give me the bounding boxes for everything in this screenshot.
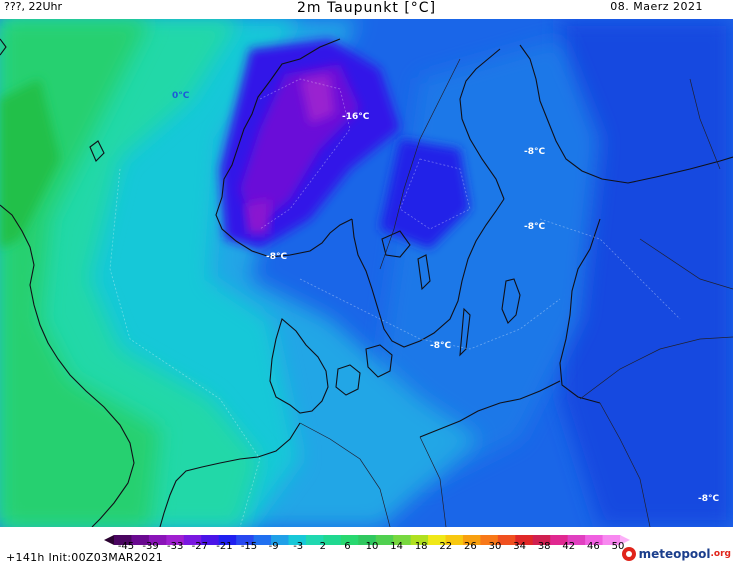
isotherm-label: -8°C [266, 252, 288, 262]
scale-tick-label: 14 [390, 541, 403, 552]
scale-tick-label: -27 [191, 541, 208, 552]
map-title: 2m Taupunkt [°C] [296, 0, 437, 16]
scale-tick-label: 50 [611, 541, 625, 552]
scale-swatch [218, 535, 237, 545]
isotherm-label: -8°C [430, 341, 452, 351]
scale-swatch [340, 535, 359, 545]
valid-time: ???, 22Uhr [4, 0, 63, 13]
coastlines [0, 38, 733, 527]
scale-swatch [183, 535, 202, 545]
scale-tick-label: 26 [464, 541, 477, 552]
color-scale [104, 530, 630, 545]
scale-swatch [445, 535, 464, 545]
scale-swatch [288, 535, 307, 545]
scale-swatch [410, 535, 429, 545]
isotherm-label: -8°C [524, 147, 546, 157]
scale-swatch [305, 535, 324, 545]
scale-swatch [532, 535, 551, 545]
scale-arrow-low [104, 535, 114, 545]
valid-date: 08. Maerz 2021 [610, 0, 703, 13]
scale-swatch [585, 535, 604, 545]
scale-swatch [323, 535, 342, 545]
map-canvas [0, 19, 733, 527]
scale-swatch [393, 535, 412, 545]
scale-swatch [375, 535, 394, 545]
scale-arrow-high [620, 535, 630, 545]
isotherm-label: 0°C [172, 91, 190, 101]
isotherm-label: -8°C [698, 494, 720, 504]
scale-swatch [166, 535, 185, 545]
scale-swatch [131, 535, 150, 545]
scale-tick-label: -33 [167, 541, 184, 552]
color-scale-ticks: -45 -39 -33 -27 -21 -15 -9 -3 2 6 10 14 18 22 26 30 34 38… [104, 541, 630, 553]
scale-swatch [358, 535, 377, 545]
scale-tick-label: 38 [537, 541, 551, 552]
color-scale-svg [104, 535, 630, 545]
isolines [109, 78, 681, 527]
dewpoint-map[interactable]: 0°C -16°C -8°C -8°C -8°C -8°C -8°C [0, 19, 733, 527]
scale-swatch [148, 535, 167, 545]
scale-swatch [515, 535, 534, 545]
meteopool-logo-icon [621, 547, 636, 561]
scale-swatch [253, 535, 272, 545]
brand-name: meteopool [638, 547, 711, 561]
scale-tick-label: 2 [319, 541, 326, 552]
scale-tick-label: 42 [562, 541, 576, 552]
scale-tick-label: -21 [216, 541, 233, 552]
scale-tick-label: 34 [513, 541, 526, 552]
scale-tick-label: 46 [587, 541, 600, 552]
brand-logo[interactable]: meteopool .org [621, 547, 731, 561]
scale-swatch [497, 535, 516, 545]
scale-tick-label: 22 [439, 541, 453, 552]
scale-tick-label: 6 [344, 541, 351, 552]
scale-tick-label: -39 [142, 541, 159, 552]
footer-bar: -45 -39 -33 -27 -21 -15 -9 -3 2 6 10 14 18 22 26 30 34 38… [0, 527, 733, 566]
borders [299, 58, 733, 527]
header-bar: ???, 22Uhr 2m Taupunkt [°C] 08. Maerz 20… [0, 0, 733, 20]
scale-tick-label: 10 [365, 541, 379, 552]
scale-tick-label: -15 [240, 541, 258, 552]
isotherm-label: -8°C [524, 222, 546, 232]
scale-swatch [550, 535, 569, 545]
scale-tick-label: 18 [414, 541, 428, 552]
scale-swatch [236, 535, 255, 545]
scale-tick-label: 30 [488, 541, 502, 552]
scale-swatch [602, 535, 621, 545]
scale-swatch [462, 535, 482, 545]
isotherm-label: -16°C [342, 112, 370, 122]
scale-swatch [480, 535, 499, 545]
model-run-info: +141h Init:00Z03MAR2021 [6, 551, 164, 564]
scale-swatch [114, 535, 133, 545]
brand-tld: .org [710, 549, 731, 559]
scale-tick-label: -9 [268, 541, 279, 552]
scale-swatch [271, 535, 290, 545]
temperature-field [0, 19, 733, 527]
scale-tick-label: -3 [293, 541, 304, 552]
scale-swatch [201, 535, 220, 545]
scale-tick-label: -45 [117, 541, 135, 552]
scale-swatch [428, 535, 447, 545]
scale-swatch [567, 535, 586, 545]
